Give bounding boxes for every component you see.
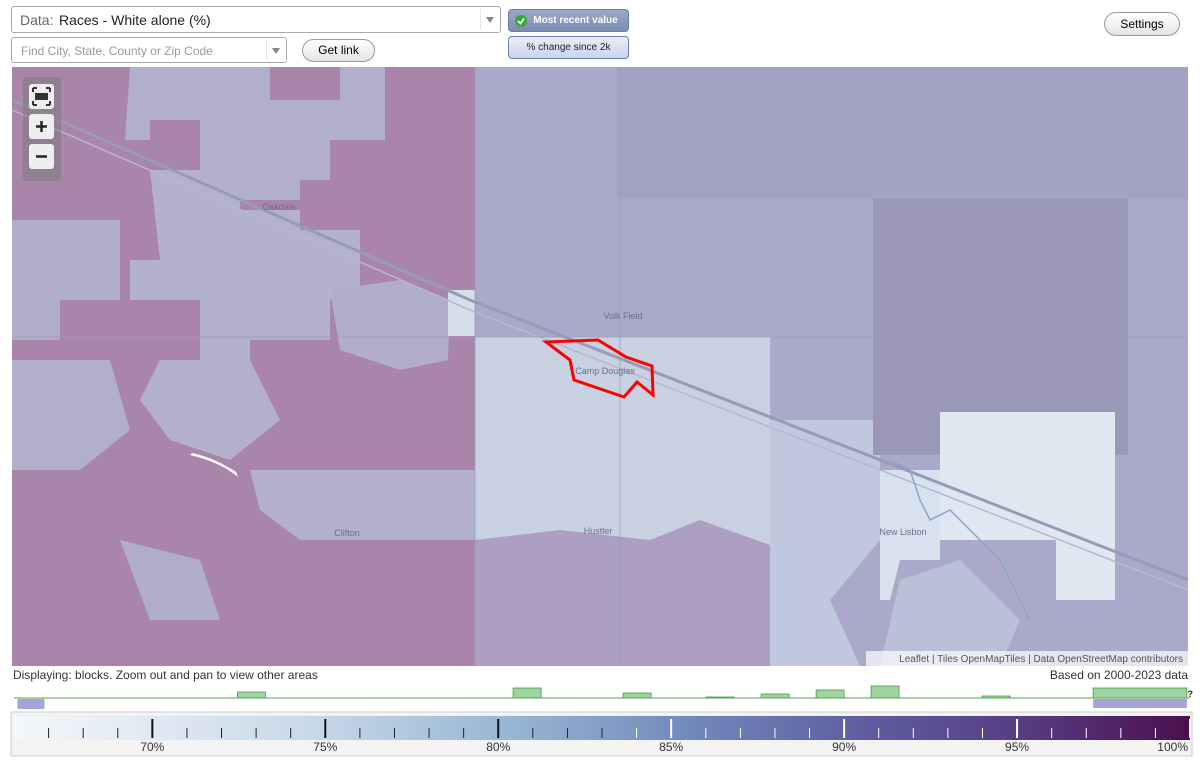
data-years: Based on 2000-2023 data <box>1050 668 1188 682</box>
map-region <box>880 560 1020 666</box>
river <box>889 459 1031 621</box>
fullscreen-icon <box>35 93 48 100</box>
map[interactable]: Oakdale Volk Field Camp Douglas Hustler … <box>11 67 1189 666</box>
tick-label: 70% <box>140 740 164 754</box>
settings-button[interactable]: Settings <box>1104 12 1180 36</box>
legend-help[interactable]: ? <box>1188 689 1194 699</box>
histogram-bar <box>512 687 542 699</box>
selection-bar <box>17 699 45 709</box>
tick-label: 80% <box>486 740 510 754</box>
lake <box>190 453 238 477</box>
search-placeholder: Find City, State, County or Zip Code <box>21 44 213 58</box>
place-label: Clifton <box>334 528 360 538</box>
dropdown-arrow <box>480 9 494 30</box>
map-region <box>12 360 130 470</box>
dropdown-arrow <box>266 40 280 60</box>
map-region <box>140 360 280 460</box>
mode-button[interactable]: % change since 2k <box>508 36 629 59</box>
map-region <box>125 67 385 200</box>
map-region <box>120 540 220 620</box>
place-label: Camp Douglas <box>575 366 635 376</box>
place-label: Oakdale <box>262 202 296 212</box>
histogram-bar <box>760 693 790 699</box>
data-label: Data: <box>20 12 54 28</box>
fullscreen-icon <box>32 87 51 106</box>
get-link-button[interactable]: Get link <box>302 39 375 62</box>
mode-button-active[interactable]: Most recent value <box>508 9 629 32</box>
tick-label: 100% <box>1157 740 1188 754</box>
map-region <box>940 412 1115 600</box>
road <box>12 67 1188 666</box>
map-region <box>475 520 770 666</box>
road <box>11 98 1189 582</box>
place-label: Hustler <box>584 526 613 536</box>
mode-label: Most recent value <box>533 15 618 26</box>
zoom-in-icon <box>36 121 47 132</box>
map-region <box>617 67 1188 199</box>
map-region <box>330 280 450 370</box>
map-region <box>770 420 880 666</box>
attribution-bg <box>866 651 1188 666</box>
data-select[interactable]: Data: Races - White alone (%) <box>11 6 501 33</box>
check-icon <box>515 15 527 27</box>
histogram-bar <box>870 685 900 699</box>
map-region <box>12 220 120 340</box>
histogram-bar <box>622 692 652 699</box>
histogram-bar <box>1092 687 1188 699</box>
place-label: Volk Field <box>603 311 642 321</box>
histogram-bar <box>237 691 266 699</box>
data-value: Races - White alone (%) <box>59 12 211 28</box>
map-region <box>130 170 360 360</box>
map-region <box>880 470 940 600</box>
selected-area[interactable] <box>541 338 655 399</box>
histogram-bar <box>815 689 845 699</box>
tick-label: 90% <box>832 740 856 754</box>
tick-label: 85% <box>659 740 683 754</box>
tick-label: 95% <box>1005 740 1029 754</box>
histogram-bar <box>705 696 735 699</box>
zoom-controls <box>23 77 61 181</box>
status-text: Displaying: blocks. Zoom out and pan to … <box>13 668 318 682</box>
map-region <box>448 290 475 336</box>
place-label: New Lisbon <box>879 527 926 537</box>
railway <box>11 109 1189 591</box>
attribution: Leaflet | Tiles OpenMapTiles | Data Open… <box>899 654 1183 665</box>
tick-label: 75% <box>313 740 337 754</box>
search-input[interactable]: Find City, State, County or Zip Code <box>11 37 287 63</box>
map-region <box>250 470 475 540</box>
selection-bar <box>1093 699 1187 708</box>
histogram-bar <box>981 695 1011 699</box>
